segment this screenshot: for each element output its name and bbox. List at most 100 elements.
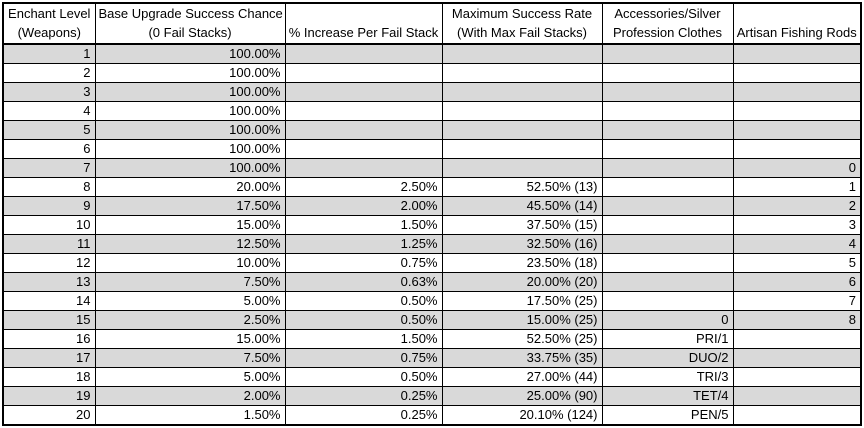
cell-level[interactable]: 7	[2, 158, 96, 178]
cell-accessories[interactable]	[601, 63, 734, 83]
cell-level[interactable]: 4	[2, 101, 96, 121]
cell-artisan[interactable]: 7	[732, 291, 862, 311]
cell-max[interactable]	[441, 63, 603, 83]
cell-accessories[interactable]	[601, 101, 734, 121]
cell-max[interactable]	[441, 43, 603, 64]
column-header-maximum-success-rate[interactable]: Maximum Success Rate (With Max Fail Stac…	[441, 2, 603, 45]
cell-level[interactable]: 16	[2, 329, 96, 349]
cell-max[interactable]: 33.75% (35)	[441, 348, 603, 368]
cell-increase[interactable]	[284, 101, 443, 121]
cell-accessories[interactable]	[601, 234, 734, 254]
cell-artisan[interactable]	[732, 367, 862, 387]
cell-artisan[interactable]	[732, 139, 862, 159]
cell-level[interactable]: 15	[2, 310, 96, 330]
cell-accessories[interactable]	[601, 272, 734, 292]
cell-increase[interactable]: 1.50%	[284, 215, 443, 235]
column-header-enchant-level[interactable]: Enchant Level (Weapons)	[2, 2, 96, 45]
cell-max[interactable]: 37.50% (15)	[441, 215, 603, 235]
cell-max[interactable]: 45.50% (14)	[441, 196, 603, 216]
cell-accessories[interactable]: DUO/2	[601, 348, 734, 368]
cell-max[interactable]	[441, 139, 603, 159]
cell-artisan[interactable]: 3	[732, 215, 862, 235]
cell-level[interactable]: 18	[2, 367, 96, 387]
cell-base[interactable]: 17.50%	[94, 196, 286, 216]
cell-level[interactable]: 12	[2, 253, 96, 273]
cell-level[interactable]: 2	[2, 63, 96, 83]
cell-base[interactable]: 100.00%	[94, 158, 286, 178]
cell-artisan[interactable]	[732, 348, 862, 368]
cell-max[interactable]: 20.00% (20)	[441, 272, 603, 292]
cell-increase[interactable]	[284, 139, 443, 159]
cell-accessories[interactable]	[601, 291, 734, 311]
cell-max[interactable]	[441, 158, 603, 178]
cell-max[interactable]: 27.00% (44)	[441, 367, 603, 387]
cell-increase[interactable]: 0.25%	[284, 405, 443, 426]
cell-increase[interactable]: 0.50%	[284, 367, 443, 387]
cell-accessories[interactable]	[601, 253, 734, 273]
cell-increase[interactable]	[284, 158, 443, 178]
cell-artisan[interactable]	[732, 405, 862, 426]
cell-base[interactable]: 10.00%	[94, 253, 286, 273]
cell-accessories[interactable]	[601, 158, 734, 178]
cell-max[interactable]: 23.50% (18)	[441, 253, 603, 273]
cell-base[interactable]: 100.00%	[94, 101, 286, 121]
cell-increase[interactable]: 2.50%	[284, 177, 443, 197]
column-header-artisan-fishing-rods[interactable]: Artisan Fishing Rods	[732, 2, 862, 45]
cell-accessories[interactable]: TRI/3	[601, 367, 734, 387]
cell-increase[interactable]	[284, 120, 443, 140]
cell-increase[interactable]: 0.75%	[284, 348, 443, 368]
cell-base[interactable]: 100.00%	[94, 139, 286, 159]
cell-accessories[interactable]	[601, 139, 734, 159]
cell-artisan[interactable]	[732, 63, 862, 83]
cell-accessories[interactable]: PRI/1	[601, 329, 734, 349]
cell-artisan[interactable]: 4	[732, 234, 862, 254]
cell-increase[interactable]: 0.75%	[284, 253, 443, 273]
cell-artisan[interactable]: 2	[732, 196, 862, 216]
cell-artisan[interactable]: 1	[732, 177, 862, 197]
cell-base[interactable]: 15.00%	[94, 215, 286, 235]
cell-artisan[interactable]	[732, 386, 862, 406]
cell-base[interactable]: 5.00%	[94, 291, 286, 311]
cell-max[interactable]	[441, 101, 603, 121]
cell-base[interactable]: 12.50%	[94, 234, 286, 254]
cell-base[interactable]: 100.00%	[94, 120, 286, 140]
cell-max[interactable]	[441, 82, 603, 102]
column-header-base-success-chance[interactable]: Base Upgrade Success Chance (0 Fail Stac…	[94, 2, 286, 45]
cell-base[interactable]: 20.00%	[94, 177, 286, 197]
cell-level[interactable]: 13	[2, 272, 96, 292]
cell-level[interactable]: 8	[2, 177, 96, 197]
cell-level[interactable]: 14	[2, 291, 96, 311]
cell-increase[interactable]: 2.00%	[284, 196, 443, 216]
cell-accessories[interactable]	[601, 82, 734, 102]
cell-accessories[interactable]	[601, 120, 734, 140]
cell-max[interactable]: 20.10% (124)	[441, 405, 603, 426]
cell-accessories[interactable]	[601, 177, 734, 197]
cell-base[interactable]: 100.00%	[94, 63, 286, 83]
cell-max[interactable]: 25.00% (90)	[441, 386, 603, 406]
cell-artisan[interactable]	[732, 120, 862, 140]
cell-accessories[interactable]: 0	[601, 310, 734, 330]
cell-level[interactable]: 9	[2, 196, 96, 216]
cell-max[interactable]: 17.50% (25)	[441, 291, 603, 311]
cell-increase[interactable]	[284, 63, 443, 83]
cell-artisan[interactable]: 0	[732, 158, 862, 178]
cell-level[interactable]: 6	[2, 139, 96, 159]
cell-increase[interactable]	[284, 82, 443, 102]
cell-level[interactable]: 20	[2, 405, 96, 426]
cell-base[interactable]: 7.50%	[94, 272, 286, 292]
cell-accessories[interactable]	[601, 196, 734, 216]
cell-base[interactable]: 2.50%	[94, 310, 286, 330]
cell-artisan[interactable]	[732, 43, 862, 64]
cell-base[interactable]: 5.00%	[94, 367, 286, 387]
cell-max[interactable]: 32.50% (16)	[441, 234, 603, 254]
cell-base[interactable]: 100.00%	[94, 43, 286, 64]
cell-base[interactable]: 7.50%	[94, 348, 286, 368]
cell-increase[interactable]: 1.50%	[284, 329, 443, 349]
cell-increase[interactable]: 0.50%	[284, 310, 443, 330]
cell-level[interactable]: 3	[2, 82, 96, 102]
cell-artisan[interactable]	[732, 82, 862, 102]
cell-max[interactable]	[441, 120, 603, 140]
cell-level[interactable]: 11	[2, 234, 96, 254]
cell-increase[interactable]: 0.63%	[284, 272, 443, 292]
cell-accessories[interactable]	[601, 43, 734, 64]
